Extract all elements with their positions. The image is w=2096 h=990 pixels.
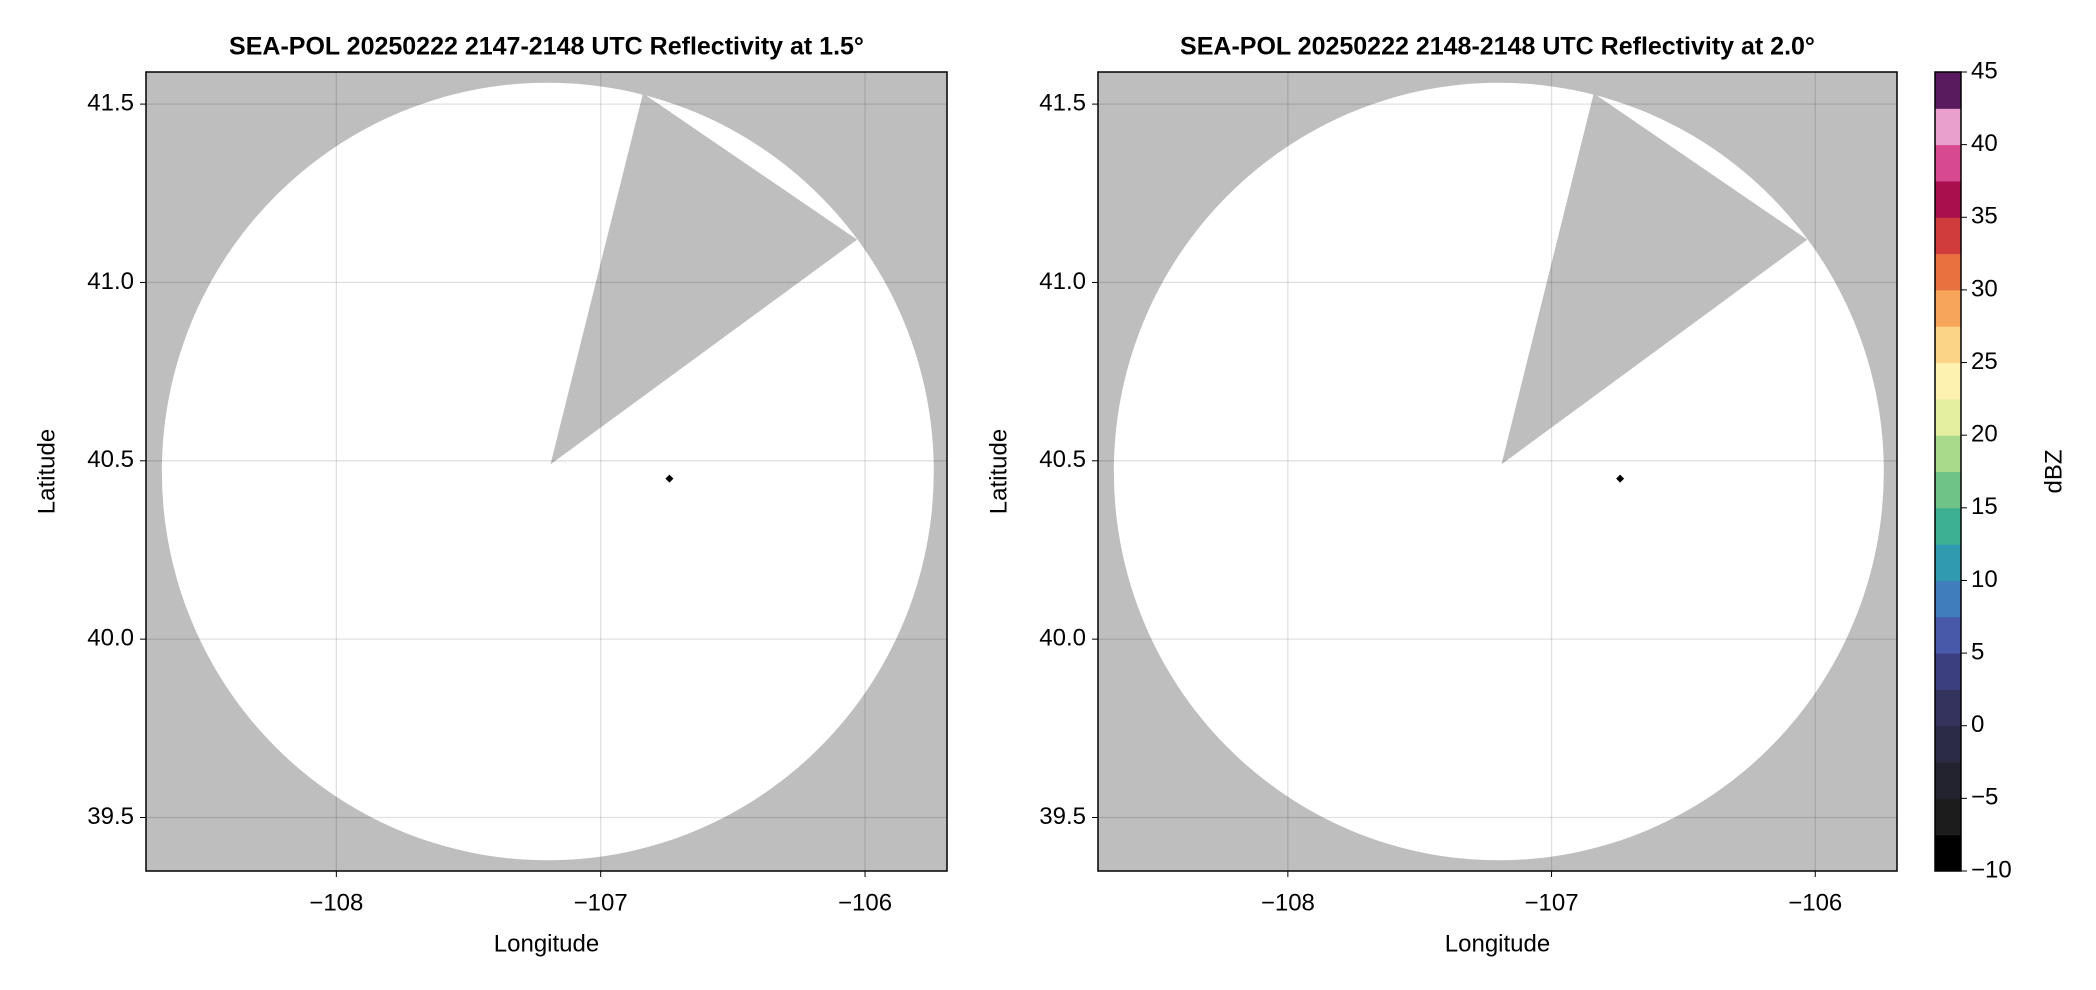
color-level [1935, 398, 1961, 436]
color-level [1935, 253, 1961, 291]
blocked-sector [550, 93, 858, 465]
y-tick-label: 40.5 [87, 446, 134, 473]
color-level [1935, 471, 1961, 509]
x-axis-label: Longitude [1445, 930, 1550, 957]
x-axis-label: Longitude [494, 930, 599, 957]
colorbar-tick-label: 0 [1971, 711, 1984, 738]
x-tick-label: −107 [574, 889, 628, 916]
color-level [1935, 834, 1961, 872]
colorbar-tick-label: 15 [1971, 493, 1998, 520]
colorbar-frame [1934, 71, 1962, 872]
plot-frame [1097, 71, 1898, 872]
colorbar-tick-label: 45 [1971, 57, 1998, 84]
color-level [1935, 289, 1961, 327]
y-axis-label: Latitude [985, 429, 1012, 514]
colorbar-tick-label: 20 [1971, 421, 1998, 448]
colorbar-tick-label: 10 [1971, 566, 1998, 593]
color-level [1935, 725, 1961, 763]
color-level [1935, 326, 1961, 364]
chart-title: SEA-POL 20250222 2147-2148 UTC Reflectiv… [229, 33, 864, 61]
colorbar-tick-label: −5 [1971, 784, 1998, 811]
y-tick-label: 40.5 [1039, 446, 1086, 473]
coverage-area [161, 82, 934, 861]
y-tick-label: 41.0 [1039, 268, 1086, 295]
y-tick-label: 40.0 [1039, 624, 1086, 651]
colorbar-tick-label: 25 [1971, 348, 1998, 375]
y-tick-label: 41.5 [1039, 89, 1086, 116]
x-tick-label: −108 [1261, 889, 1315, 916]
y-tick-label: 41.5 [87, 89, 134, 116]
colorbar-tick-label: 30 [1971, 275, 1998, 302]
colorbar-tick-label: 5 [1971, 638, 1984, 665]
y-tick-label: 41.0 [87, 268, 134, 295]
color-level [1935, 72, 1961, 109]
y-axis-label: Latitude [33, 429, 60, 514]
color-level [1935, 798, 1961, 836]
color-level [1935, 180, 1961, 218]
y-tick-label: 39.5 [87, 803, 134, 830]
chart-title: SEA-POL 20250222 2148-2148 UTC Reflectiv… [1180, 33, 1815, 61]
coverage-area [1113, 82, 1884, 861]
colorbar-tick-label: −10 [1971, 856, 2012, 883]
plot-frame [145, 71, 948, 872]
color-level [1935, 507, 1961, 545]
x-tick-label: −106 [1788, 889, 1842, 916]
y-tick-label: 39.5 [1039, 803, 1086, 830]
color-level [1935, 144, 1961, 182]
blocked-sector [1501, 93, 1808, 465]
color-level [1935, 653, 1961, 690]
color-level [1935, 580, 1961, 618]
x-tick-label: −107 [1525, 889, 1579, 916]
x-tick-label: −106 [838, 889, 892, 916]
color-level [1935, 362, 1961, 400]
marker [1616, 474, 1625, 483]
colorbar-tick-label: 35 [1971, 203, 1998, 230]
y-tick-label: 40.0 [87, 624, 134, 651]
color-level [1935, 616, 1961, 654]
color-level [1935, 544, 1961, 581]
marker [665, 474, 674, 483]
color-level [1935, 108, 1961, 146]
color-level [1935, 435, 1961, 472]
x-tick-label: −108 [309, 889, 363, 916]
colorbar-label: dBZ [2040, 449, 2067, 493]
plot-area [146, 72, 947, 871]
plot-area [1098, 72, 1897, 871]
color-level [1935, 217, 1961, 255]
color-level [1935, 762, 1961, 799]
color-level [1935, 689, 1961, 727]
colorbar-tick-label: 40 [1971, 130, 1998, 157]
